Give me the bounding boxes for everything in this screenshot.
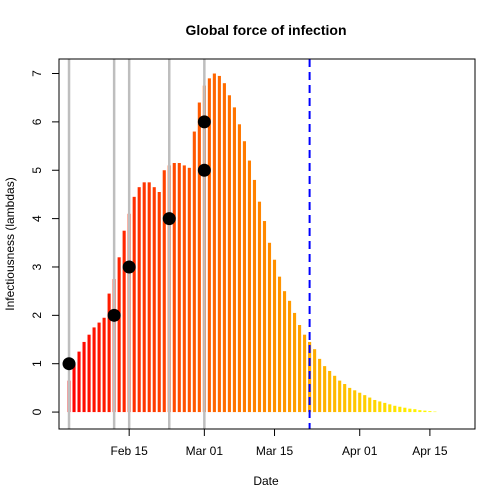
bar bbox=[378, 401, 382, 413]
bar bbox=[383, 402, 387, 413]
bar bbox=[187, 167, 191, 413]
bar bbox=[373, 399, 377, 413]
bar bbox=[257, 201, 262, 413]
y-tick-label: 3 bbox=[30, 263, 44, 270]
bar bbox=[137, 187, 141, 413]
y-tick-label: 1 bbox=[30, 360, 44, 367]
case-point bbox=[122, 260, 136, 274]
plot-frame bbox=[58, 58, 476, 430]
x-tick-label: Feb 15 bbox=[110, 444, 148, 458]
bar bbox=[227, 95, 231, 413]
y-axis: 0 1 2 3 4 5 6 7 bbox=[30, 70, 60, 415]
x-tick-label: Apr 01 bbox=[342, 444, 378, 458]
bar bbox=[132, 196, 136, 413]
bar bbox=[207, 78, 211, 413]
bar bbox=[338, 380, 342, 413]
bar bbox=[72, 363, 76, 413]
bar bbox=[157, 192, 161, 413]
bar bbox=[368, 397, 372, 413]
bar bbox=[142, 182, 146, 413]
bar bbox=[247, 160, 252, 413]
bar bbox=[252, 179, 257, 413]
bar bbox=[177, 162, 181, 413]
bar bbox=[298, 325, 302, 413]
case-point bbox=[197, 163, 211, 177]
case-point bbox=[107, 308, 121, 322]
bar bbox=[293, 312, 297, 413]
x-axis: Feb 15 Mar 01 Mar 15 Apr 01 Apr 15 bbox=[110, 428, 448, 458]
bar bbox=[107, 293, 111, 413]
bar bbox=[197, 102, 201, 413]
case-point bbox=[162, 212, 176, 226]
bar bbox=[428, 411, 432, 413]
y-tick-label: 2 bbox=[30, 312, 44, 319]
x-tick-label: Mar 01 bbox=[186, 444, 224, 458]
bar bbox=[267, 242, 272, 413]
bar bbox=[122, 230, 126, 413]
y-tick-label: 0 bbox=[30, 408, 44, 415]
bar bbox=[403, 407, 407, 413]
bar bbox=[323, 366, 327, 413]
bar bbox=[353, 390, 357, 413]
bar bbox=[303, 334, 307, 413]
bar bbox=[358, 392, 362, 413]
bar bbox=[217, 75, 221, 413]
y-tick-label: 4 bbox=[30, 215, 44, 222]
bar bbox=[222, 83, 226, 413]
bars-group bbox=[67, 73, 437, 413]
bar bbox=[232, 107, 236, 413]
bar bbox=[77, 351, 81, 413]
case-point bbox=[197, 115, 211, 129]
bar bbox=[237, 124, 241, 413]
bar bbox=[313, 349, 317, 413]
bar bbox=[152, 187, 156, 413]
y-tick-label: 6 bbox=[30, 118, 44, 125]
y-axis-label: Infectiousness (lambdas) bbox=[3, 177, 17, 310]
bar bbox=[413, 409, 417, 413]
bar bbox=[398, 406, 402, 413]
case-points-group bbox=[62, 115, 211, 371]
chart-title: Global force of infection bbox=[185, 22, 346, 38]
bar bbox=[82, 341, 86, 413]
bar bbox=[147, 182, 151, 413]
bar bbox=[272, 259, 277, 413]
bar bbox=[343, 384, 347, 413]
x-tick-label: Apr 15 bbox=[412, 444, 448, 458]
bar bbox=[333, 375, 337, 413]
bar bbox=[92, 327, 96, 413]
bar bbox=[418, 410, 422, 413]
case-point bbox=[62, 357, 76, 371]
bar bbox=[182, 165, 186, 413]
bar bbox=[277, 276, 282, 413]
bar bbox=[117, 257, 121, 413]
bar bbox=[423, 410, 427, 413]
bar bbox=[328, 370, 332, 413]
bar bbox=[288, 300, 292, 413]
bar bbox=[212, 73, 216, 413]
bar bbox=[162, 170, 166, 413]
x-tick-label: Mar 15 bbox=[256, 444, 294, 458]
y-tick-label: 7 bbox=[30, 70, 44, 77]
bar bbox=[388, 404, 392, 413]
bar bbox=[318, 358, 322, 413]
bar bbox=[408, 408, 412, 413]
bar bbox=[102, 317, 106, 413]
x-axis-label: Date bbox=[253, 474, 279, 488]
bar bbox=[393, 405, 397, 413]
bar bbox=[192, 131, 196, 413]
y-tick-label: 5 bbox=[30, 167, 44, 174]
bar bbox=[363, 395, 367, 413]
bar bbox=[172, 162, 176, 413]
bar bbox=[262, 221, 267, 413]
bar bbox=[87, 334, 91, 413]
bar bbox=[242, 141, 246, 413]
bar bbox=[348, 387, 352, 413]
bar bbox=[282, 291, 287, 413]
bar bbox=[97, 322, 101, 413]
